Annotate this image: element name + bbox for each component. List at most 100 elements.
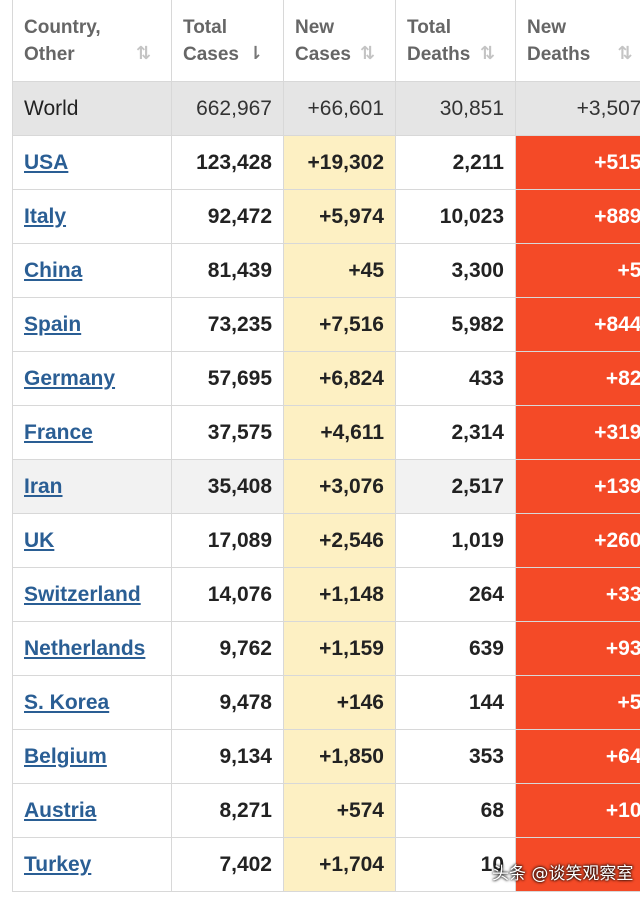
country-link[interactable]: Italy — [24, 204, 67, 228]
total-cases-cell: 9,762 — [171, 621, 284, 676]
table-row: France 37,575 +4,611 2,314 +319 — [12, 405, 640, 460]
world-new-cases: +66,601 — [283, 81, 396, 136]
new-deaths-cell: +64 — [515, 729, 640, 784]
header-total-cases[interactable]: Total Cases ⇂ — [171, 0, 284, 82]
country-cell: USA — [12, 135, 172, 190]
new-cases-cell: +6,824 — [283, 351, 396, 406]
new-deaths-cell: +319 — [515, 405, 640, 460]
table-row: USA 123,428 +19,302 2,211 +515 — [12, 135, 640, 190]
header-new-deaths[interactable]: New Deaths ⇅ — [515, 0, 640, 82]
table-row: Austria 8,271 +574 68 +10 — [12, 783, 640, 838]
table-row: UK 17,089 +2,546 1,019 +260 — [12, 513, 640, 568]
new-cases-cell: +45 — [283, 243, 396, 298]
total-deaths-cell: 2,314 — [395, 405, 516, 460]
country-link[interactable]: USA — [24, 150, 69, 174]
new-deaths-cell: +889 — [515, 189, 640, 244]
total-cases-cell: 14,076 — [171, 567, 284, 622]
table-row: China 81,439 +45 3,300 +5 — [12, 243, 640, 298]
country-cell: Iran — [12, 459, 172, 514]
new-deaths-cell: +260 — [515, 513, 640, 568]
total-cases-cell: 9,478 — [171, 675, 284, 730]
total-deaths-cell: 433 — [395, 351, 516, 406]
header-country-label: Country, Other — [24, 16, 101, 65]
table-row: Italy 92,472 +5,974 10,023 +889 — [12, 189, 640, 244]
country-link[interactable]: Belgium — [24, 744, 107, 768]
table-row: Iran 35,408 +3,076 2,517 +139 — [12, 459, 640, 514]
total-deaths-cell: 2,517 — [395, 459, 516, 514]
new-deaths-cell: +5 — [515, 675, 640, 730]
total-cases-cell: 73,235 — [171, 297, 284, 352]
new-deaths-cell: +515 — [515, 135, 640, 190]
sort-icon[interactable]: ⇅ — [360, 43, 375, 64]
total-cases-cell: 7,402 — [171, 837, 284, 892]
new-cases-cell: +1,704 — [283, 837, 396, 892]
total-deaths-cell: 10,023 — [395, 189, 516, 244]
total-deaths-cell: 68 — [395, 783, 516, 838]
country-link[interactable]: Netherlands — [24, 636, 146, 660]
country-cell: Switzerland — [12, 567, 172, 622]
new-deaths-cell: +82 — [515, 351, 640, 406]
sort-descending-icon[interactable]: ⇂ — [248, 43, 263, 64]
new-deaths-cell: +10 — [515, 783, 640, 838]
total-deaths-cell: 639 — [395, 621, 516, 676]
total-cases-cell: 37,575 — [171, 405, 284, 460]
total-cases-cell: 123,428 — [171, 135, 284, 190]
country-link[interactable]: Austria — [24, 798, 97, 822]
country-cell: Netherlands — [12, 621, 172, 676]
country-link[interactable]: Germany — [24, 366, 116, 390]
world-total-cases: 662,967 — [171, 81, 284, 136]
header-country[interactable]: Country, Other ⇅ — [12, 0, 172, 82]
total-deaths-cell: 264 — [395, 567, 516, 622]
country-link[interactable]: UK — [24, 528, 55, 552]
sort-icon[interactable]: ⇅ — [617, 43, 633, 64]
country-link[interactable]: Turkey — [24, 852, 92, 876]
country-cell: China — [12, 243, 172, 298]
total-deaths-cell: 3,300 — [395, 243, 516, 298]
header-new-deaths-label: New Deaths — [527, 16, 591, 65]
total-deaths-cell: 1,019 — [395, 513, 516, 568]
new-cases-cell: +146 — [283, 675, 396, 730]
country-link[interactable]: France — [24, 420, 93, 444]
country-link[interactable]: S. Korea — [24, 690, 110, 714]
new-cases-cell: +1,850 — [283, 729, 396, 784]
new-deaths-cell: +33 — [515, 567, 640, 622]
new-deaths-cell: +844 — [515, 297, 640, 352]
world-row: World 662,967 +66,601 30,851 +3,507 — [12, 81, 640, 136]
country-cell: Germany — [12, 351, 172, 406]
header-total-cases-label: Total Cases — [183, 16, 239, 65]
new-cases-cell: +5,974 — [283, 189, 396, 244]
sort-icon[interactable]: ⇅ — [136, 43, 151, 64]
world-total-deaths: 30,851 — [395, 81, 516, 136]
country-link[interactable]: Switzerland — [24, 582, 141, 606]
table-header: Country, Other ⇅ Total Cases ⇂ New Cases… — [12, 0, 640, 82]
header-total-deaths[interactable]: Total Deaths ⇅ — [395, 0, 516, 82]
country-link[interactable]: Spain — [24, 312, 82, 336]
country-cell: Italy — [12, 189, 172, 244]
total-cases-cell: 92,472 — [171, 189, 284, 244]
total-cases-cell: 81,439 — [171, 243, 284, 298]
new-deaths-cell: +5 — [515, 243, 640, 298]
world-country: World — [12, 81, 172, 136]
table-row: Germany 57,695 +6,824 433 +82 — [12, 351, 640, 406]
sort-icon[interactable]: ⇅ — [480, 43, 495, 64]
table-row: Switzerland 14,076 +1,148 264 +33 — [12, 567, 640, 622]
country-cell: France — [12, 405, 172, 460]
table-row: Belgium 9,134 +1,850 353 +64 — [12, 729, 640, 784]
total-deaths-cell: 2,211 — [395, 135, 516, 190]
new-cases-cell: +7,516 — [283, 297, 396, 352]
table-body: World 662,967 +66,601 30,851 +3,507 USA 1… — [12, 81, 640, 892]
header-new-cases[interactable]: New Cases ⇅ — [283, 0, 396, 82]
total-cases-cell: 8,271 — [171, 783, 284, 838]
country-link[interactable]: China — [24, 258, 83, 282]
header-new-cases-label: New Cases — [295, 16, 351, 65]
table-row: S. Korea 9,478 +146 144 +5 — [12, 675, 640, 730]
total-deaths-cell: 10 — [395, 837, 516, 892]
country-cell: Turkey — [12, 837, 172, 892]
table-row: Spain 73,235 +7,516 5,982 +844 — [12, 297, 640, 352]
total-cases-cell: 35,408 — [171, 459, 284, 514]
country-link[interactable]: Iran — [24, 474, 63, 498]
total-deaths-cell: 144 — [395, 675, 516, 730]
new-deaths-cell: +139 — [515, 459, 640, 514]
new-deaths-cell: +93 — [515, 621, 640, 676]
